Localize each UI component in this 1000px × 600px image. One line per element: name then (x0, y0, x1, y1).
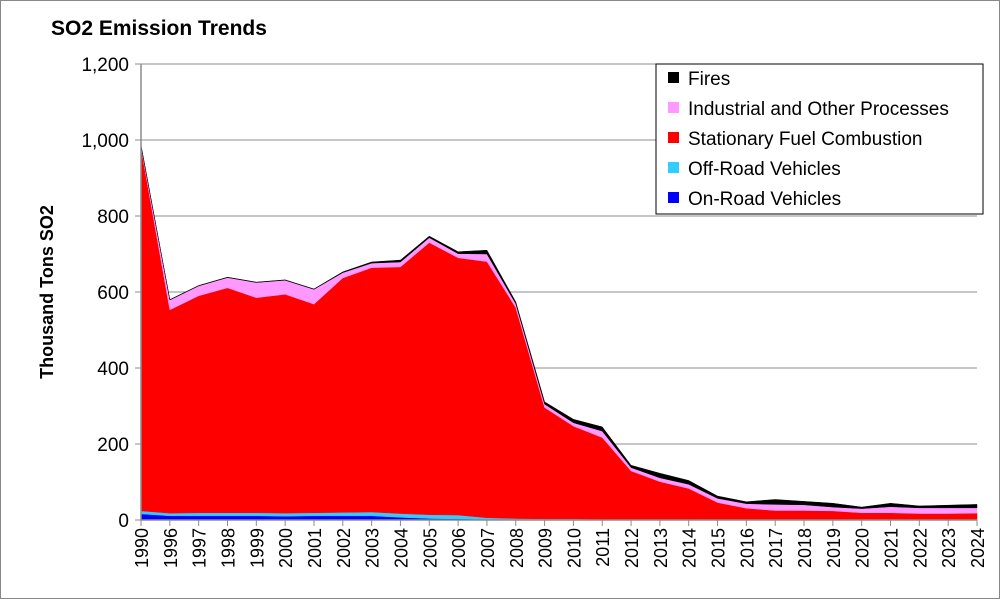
legend-swatch (668, 102, 679, 113)
x-tick-label: 1998 (218, 528, 238, 568)
areas (140, 144, 978, 521)
x-tick-label: 1990 (132, 528, 152, 568)
legend-box (655, 63, 984, 215)
x-tick-label: 2019 (824, 528, 844, 568)
x-tick-label: 1999 (247, 528, 267, 568)
x-tick-label: 2004 (391, 528, 411, 568)
x-tick-label: 1996 (161, 528, 181, 568)
x-tick-label: 2009 (536, 528, 556, 568)
x-tick-label: 2022 (910, 528, 930, 568)
x-tick-label: 2010 (564, 528, 584, 568)
y-axis-title: Thousand Tons SO2 (37, 205, 57, 379)
x-tick-label: 2000 (276, 528, 296, 568)
x-tick-label: 2020 (853, 528, 873, 568)
x-tick-label: 2005 (420, 528, 440, 568)
x-tick-label: 2008 (507, 528, 527, 568)
y-tick-label: 400 (97, 359, 129, 380)
y-tick-label: 800 (97, 207, 129, 228)
x-tick-label: 2012 (622, 528, 642, 568)
y-tick-label: 1,000 (81, 131, 129, 152)
y-tick-label: 600 (97, 283, 129, 304)
legend-swatch (668, 132, 679, 143)
x-tick-label: 2021 (882, 528, 902, 568)
y-tick-label: 0 (118, 511, 129, 532)
x-tick-label: 2006 (449, 528, 469, 568)
x-tick-label: 2018 (795, 528, 815, 568)
x-tick-label: 2014 (680, 528, 700, 568)
y-tick-label: 1,200 (81, 55, 129, 76)
chart-title: SO2 Emission Trends (51, 17, 267, 40)
legend: Fires Industrial and Other Processes Stati… (655, 63, 984, 215)
y-tick-label: 200 (97, 435, 129, 456)
x-tick-label: 2002 (334, 528, 354, 568)
legend-swatch (668, 192, 679, 203)
x-tick-label: 2001 (305, 528, 325, 568)
x-tick-label: 2015 (709, 528, 729, 568)
area-fires (140, 144, 978, 509)
x-tick-label: 2013 (651, 528, 671, 568)
legend-label: On-Road Vehicles (688, 189, 841, 210)
legend-label: Off-Road Vehicles (688, 159, 841, 180)
x-tick-label: 2024 (968, 528, 988, 568)
x-tick-label: 2003 (363, 528, 383, 568)
legend-swatch (668, 72, 679, 83)
x-tick-label: 2017 (766, 528, 786, 568)
legend-swatch (668, 162, 679, 173)
x-tick-label: 1997 (190, 528, 210, 568)
x-tick-label: 2007 (478, 528, 498, 568)
axes: 0 200 400 600 800 1,000 1,200 1990 1996 1997 1998 1… (81, 55, 988, 568)
x-tick-label: 2023 (939, 528, 959, 568)
x-tick-label: 2016 (737, 528, 757, 568)
x-tick-label: 2011 (593, 528, 613, 567)
legend-label: Industrial and Other Processes (688, 99, 949, 120)
legend-label: Fires (688, 69, 730, 90)
legend-label: Stationary Fuel Combustion (688, 129, 922, 150)
